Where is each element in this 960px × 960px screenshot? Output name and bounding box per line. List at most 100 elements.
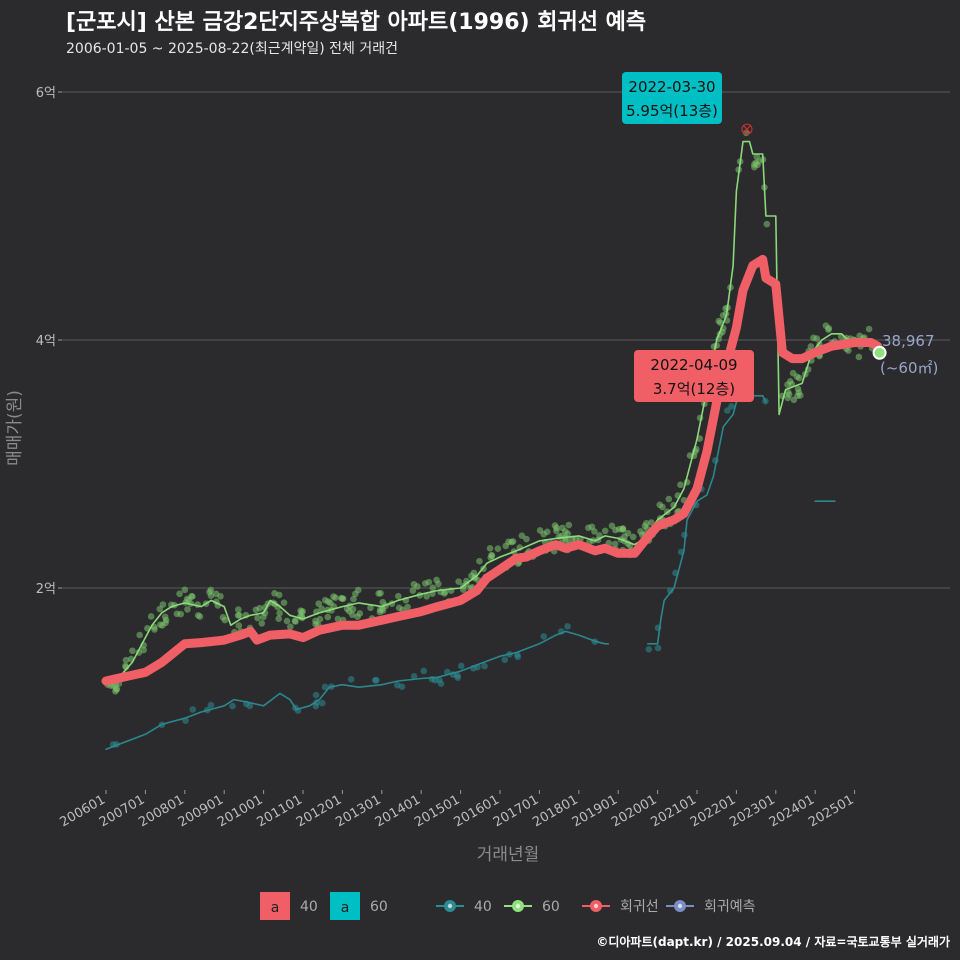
x-axis-title: 거래년월 xyxy=(477,845,540,865)
scatter-point xyxy=(810,334,817,342)
scatter-point xyxy=(410,673,418,680)
scatter-point xyxy=(643,520,650,527)
scatter-point xyxy=(312,702,320,710)
annotation-date: 2022-04-09 xyxy=(650,356,737,374)
scatter-point xyxy=(807,343,815,350)
scatter-point xyxy=(217,593,224,600)
scatter-point xyxy=(591,528,598,535)
scatter-point xyxy=(312,617,319,625)
line-layer xyxy=(101,140,883,750)
scatter-point xyxy=(659,503,666,511)
scatter-point xyxy=(728,403,735,410)
scatter-point xyxy=(318,605,325,612)
scatter-point xyxy=(260,613,267,621)
scatter-point xyxy=(454,672,461,679)
annotation-date: 2022-03-30 xyxy=(628,78,715,96)
legend-line-dot-core xyxy=(515,903,521,909)
legend-line-dot-core xyxy=(447,903,453,909)
series-line-regression xyxy=(101,254,883,686)
scatter-point xyxy=(334,615,342,623)
legend-layer: a 40 a 60 40 60 회귀선 회귀예측 xyxy=(260,892,756,920)
scatter-point xyxy=(553,527,560,535)
scatter-point xyxy=(666,587,674,594)
scatter-point xyxy=(654,644,662,652)
scatter-point xyxy=(395,592,402,600)
legend-fill-key: a xyxy=(341,900,350,916)
scatter-point xyxy=(189,706,197,713)
scatter-point xyxy=(425,578,433,586)
scatter-point xyxy=(488,552,496,560)
scatter-point xyxy=(345,607,353,615)
scatter-point xyxy=(435,580,442,588)
scatter-point xyxy=(176,590,183,598)
max-price-marker xyxy=(741,123,753,135)
legend-fill-swatch xyxy=(260,892,290,920)
scatter-point xyxy=(565,521,573,529)
scatter-point xyxy=(258,620,266,627)
legend-line-label: 40 xyxy=(474,899,492,915)
y-tick-label: 6억 xyxy=(36,86,56,101)
scatter-point xyxy=(455,578,462,585)
scatter-point xyxy=(786,377,794,385)
y-axis-title: 매매가(원) xyxy=(5,390,25,466)
scatter-point xyxy=(409,587,417,594)
scatter-point xyxy=(763,220,771,228)
scatter-point xyxy=(457,662,465,670)
scatter-point xyxy=(122,656,130,664)
scatter-point xyxy=(436,676,443,684)
scatter-point xyxy=(648,519,655,526)
scatter-point xyxy=(181,586,189,594)
scatter-point xyxy=(621,533,628,540)
scatter-point xyxy=(235,622,243,629)
scatter-point xyxy=(717,319,724,326)
scatter-point xyxy=(280,599,288,606)
scatter-point xyxy=(753,153,761,160)
annotation-box xyxy=(622,72,722,124)
scatter-point xyxy=(194,612,202,619)
scatter-point xyxy=(299,607,306,615)
max-price-marker xyxy=(742,124,752,134)
scatter-point xyxy=(601,527,609,535)
series-line-40 xyxy=(105,630,610,750)
scatter-point xyxy=(523,535,530,543)
scatter-point xyxy=(339,595,346,602)
axis-layer: 2억4억6억2006012007012008012009012010012011… xyxy=(5,86,857,865)
scatter-point xyxy=(354,586,362,594)
scatter-point xyxy=(375,590,383,597)
scatter-point xyxy=(784,388,792,396)
scatter-point xyxy=(423,592,430,600)
y-tick-label: 4억 xyxy=(36,334,56,349)
series-line-60 xyxy=(105,140,879,686)
scatter-point xyxy=(681,531,688,539)
legend-line-label: 60 xyxy=(542,899,560,915)
scatter-point xyxy=(275,615,283,622)
annotation-layer: 2022-03-30 5.95억(13층) 2022-04-09 3.7억(12층) 3… xyxy=(622,72,938,402)
scatter-point xyxy=(825,324,833,332)
scatter-point xyxy=(246,702,254,710)
scatter-point xyxy=(637,528,644,535)
legend-fill-label: 40 xyxy=(300,899,318,915)
scatter-point xyxy=(159,622,166,629)
scatter-point xyxy=(207,592,215,599)
scatter-point xyxy=(332,594,339,601)
scatter-point xyxy=(254,614,261,622)
scatter-point xyxy=(441,590,448,597)
scatter-point xyxy=(151,626,158,633)
scatter-point xyxy=(723,407,731,414)
scatter-point xyxy=(494,545,502,552)
scatter-point xyxy=(312,691,320,699)
chart-title: [군포시] 산본 금강2단지주상복합 아파트(1996) 회귀선 예측 xyxy=(66,10,647,35)
scatter-point xyxy=(324,613,332,621)
legend-line-label: 회귀선 xyxy=(620,899,659,915)
scatter-point xyxy=(321,683,329,691)
scatter-point xyxy=(188,592,195,600)
scatter-point xyxy=(327,599,334,607)
scatter-point xyxy=(276,609,283,617)
scatter-point xyxy=(612,526,619,534)
source-caption: ©디아파트(dapt.kr) / 2025.09.04 / 자료=국토교통부 실… xyxy=(596,935,950,949)
legend-fill-label: 60 xyxy=(370,899,388,915)
legend-fill-key: a xyxy=(271,900,280,916)
scatter-layer xyxy=(104,129,876,748)
scatter-point xyxy=(540,633,548,640)
